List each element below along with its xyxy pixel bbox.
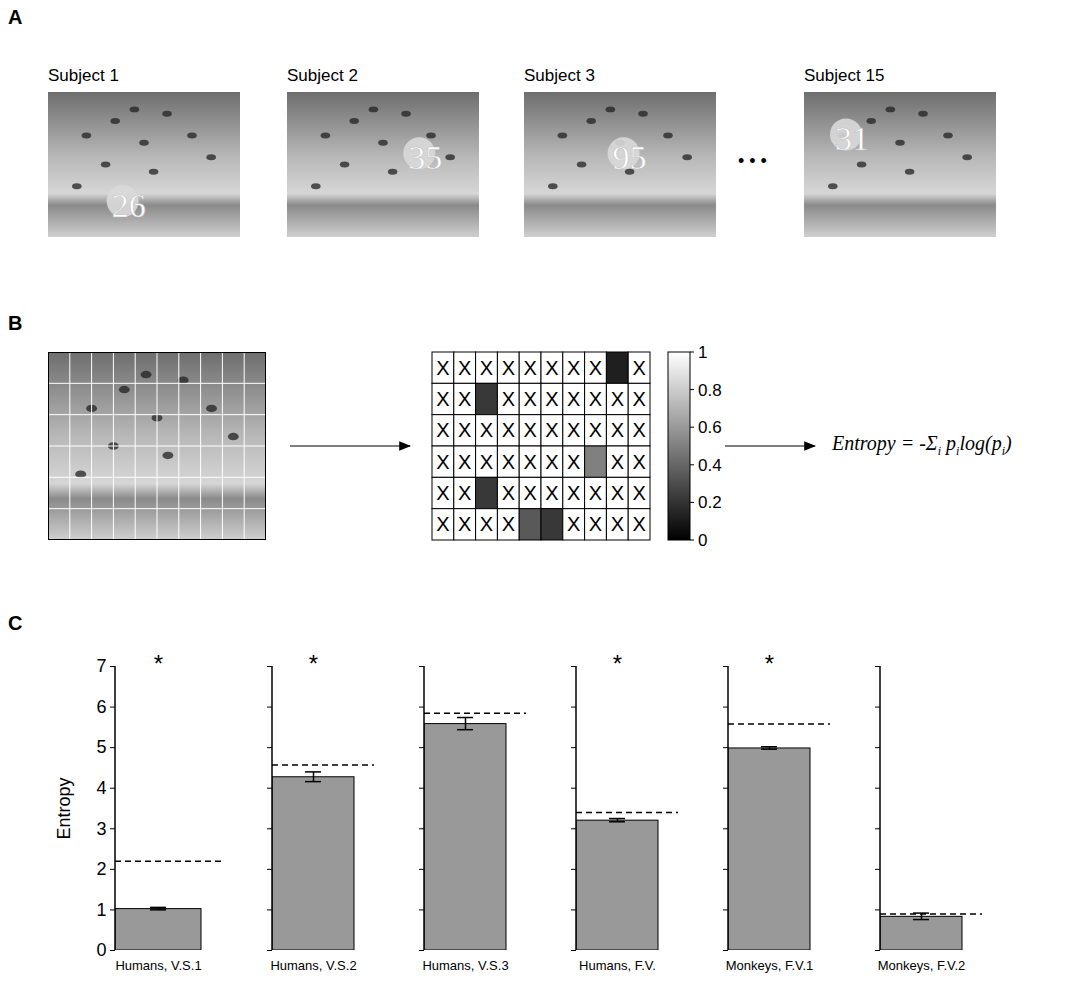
svg-text:X: X [436,513,449,535]
svg-text:X: X [480,513,493,535]
svg-text:X: X [611,482,624,504]
svg-text:*: * [309,650,318,677]
svg-text:X: X [436,451,449,473]
svg-text:X: X [632,513,645,535]
svg-text:X: X [545,451,558,473]
svg-text:X: X [458,451,471,473]
svg-text:X: X [502,357,515,379]
svg-text:6: 6 [96,697,106,717]
svg-text:31: 31 [835,120,869,157]
svg-text:X: X [502,388,515,410]
svg-text:X: X [611,388,624,410]
html-text:Subject 3: Subject 3 [524,66,595,85]
svg-text:X: X [545,388,558,410]
svg-text:7: 7 [96,656,106,676]
svg-text:X: X [458,357,471,379]
svg-text:X: X [523,419,536,441]
svg-text:X: X [567,357,580,379]
svg-text:0.4: 0.4 [698,456,722,475]
svg-text:35: 35 [408,139,442,176]
svg-text:X: X [567,419,580,441]
svg-text:X: X [523,388,536,410]
svg-text:1: 1 [96,900,106,920]
html-text:Subject 15: Subject 15 [804,66,885,85]
svg-text:X: X [458,513,471,535]
svg-text:X: X [502,451,515,473]
svg-text:X: X [458,388,471,410]
svg-text:4: 4 [96,778,106,798]
html-text:Subject 1: Subject 1 [48,66,119,85]
html-text:Subject 2: Subject 2 [287,66,358,85]
svg-text:5: 5 [96,737,106,757]
svg-text:0: 0 [698,531,707,550]
svg-text:1: 1 [698,343,707,362]
svg-text:*: * [154,650,163,677]
svg-text:X: X [567,451,580,473]
svg-text:X: X [502,482,515,504]
svg-text:X: X [545,357,558,379]
svg-text:0.8: 0.8 [698,381,722,400]
svg-text:26: 26 [112,187,146,224]
svg-text:X: X [502,513,515,535]
svg-text:X: X [567,482,580,504]
svg-text:2: 2 [96,859,106,879]
svg-text:0.2: 0.2 [698,493,722,512]
svg-text:*: * [613,650,622,677]
svg-text:*: * [765,650,774,677]
html-text:Entropy = - Σipilog(pi): Entropy = - Σipilog(pi) [832,432,1012,458]
svg-text:Humans, V.S.3: Humans, V.S.3 [422,958,508,973]
svg-text:X: X [632,357,645,379]
svg-text:X: X [480,357,493,379]
svg-text:0: 0 [96,940,106,960]
svg-text:X: X [545,419,558,441]
svg-text:X: X [632,388,645,410]
svg-text:Entropy: Entropy [54,777,74,839]
svg-text:X: X [480,451,493,473]
html-text:C: C [8,612,23,634]
svg-text:Monkeys, F.V.1: Monkeys, F.V.1 [726,958,814,973]
svg-text:X: X [458,419,471,441]
html-text:B: B [8,312,23,334]
svg-text:95: 95 [613,139,647,176]
svg-text:X: X [632,419,645,441]
svg-text:X: X [632,482,645,504]
svg-text:X: X [589,419,602,441]
svg-text:X: X [523,482,536,504]
svg-text:Humans, V.S.1: Humans, V.S.1 [115,958,201,973]
svg-text:X: X [589,513,602,535]
svg-text:Monkeys, F.V.2: Monkeys, F.V.2 [878,958,966,973]
svg-text:X: X [632,451,645,473]
svg-text:X: X [567,388,580,410]
svg-text:X: X [436,357,449,379]
svg-text:X: X [458,482,471,504]
svg-text:X: X [436,388,449,410]
svg-text:3: 3 [96,819,106,839]
svg-text:X: X [545,482,558,504]
svg-text:X: X [480,419,493,441]
svg-text:X: X [567,513,580,535]
svg-text:Humans, F.V.: Humans, F.V. [579,958,656,973]
svg-text:X: X [502,419,515,441]
svg-text:X: X [436,482,449,504]
html-text:A: A [8,6,23,28]
svg-text:X: X [611,451,624,473]
svg-text:Humans, V.S.2: Humans, V.S.2 [270,958,356,973]
svg-text:X: X [436,419,449,441]
svg-text:X: X [589,482,602,504]
svg-text:X: X [523,451,536,473]
svg-text:X: X [589,357,602,379]
svg-text:X: X [611,513,624,535]
svg-text:X: X [523,357,536,379]
svg-text:0.6: 0.6 [698,418,722,437]
svg-text:X: X [611,419,624,441]
svg-text:X: X [589,388,602,410]
